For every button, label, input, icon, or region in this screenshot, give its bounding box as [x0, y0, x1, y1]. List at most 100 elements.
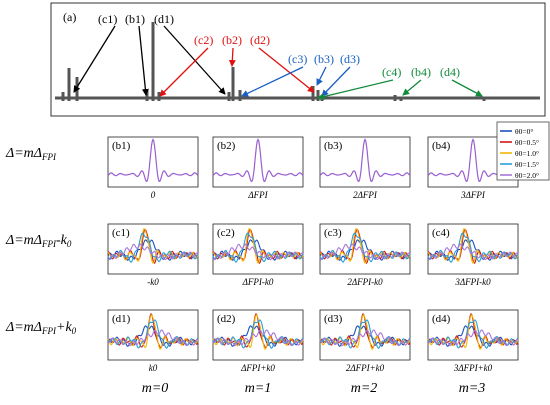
row-label-d-sub: FPI [41, 326, 57, 336]
row-label-c-sub: FPI [41, 239, 57, 249]
subplot-b2: (b2) ΔFPI [212, 136, 304, 200]
subplot-label: (d3) [324, 313, 343, 325]
row-label-d-main: Δ=mΔ [5, 320, 42, 335]
subplot-x-caption: ΔFPI+k0 [240, 363, 275, 373]
annotation-arrow-10 [402, 79, 422, 96]
subplot-x-caption: 3ΔFPI [460, 190, 486, 200]
trace-1 [212, 313, 304, 349]
subplot-d3: (d3) 2ΔFPI+k0 [319, 309, 411, 373]
annotation-c1: (c1) [98, 12, 117, 26]
trace-4 [427, 243, 519, 261]
annotation-arrow-7 [316, 66, 327, 86]
annotation-b4: (b4) [411, 65, 431, 79]
subplot-label: (b3) [324, 140, 343, 152]
trace-1 [427, 313, 519, 349]
m-labels: m=0 m=1 m=2 m=3 [142, 381, 486, 396]
annotation-d3: (d3) [340, 52, 360, 66]
subplot-d1: (d1) k0 [107, 309, 199, 373]
subplot-b3: (b3) 2ΔFPI [319, 136, 411, 200]
row-label-c-main: Δ=mΔ [5, 233, 42, 248]
panel-a-label: (a) [63, 10, 76, 24]
subplot-c3: (c3) 2ΔFPI-k0 [319, 223, 411, 287]
subplot-frame [212, 223, 304, 275]
trace-purple [319, 138, 411, 182]
annotation-b3: (b3) [314, 52, 334, 66]
subplot-x-caption: 2ΔFPI+k0 [346, 363, 385, 373]
annotation-arrow-9 [317, 79, 394, 101]
subplot-x-caption: 2ΔFPI-k0 [347, 277, 383, 287]
annotation-arrow-4 [228, 47, 236, 67]
subplot-label: (d2) [217, 313, 236, 325]
legend-label-1: θ0=0.5° [515, 138, 539, 147]
annotation-arrows [73, 25, 483, 101]
subplot-c1: (c1) -k0 [107, 223, 199, 287]
annotation-d1: (d1) [154, 12, 174, 26]
subplot-label: (c3) [324, 227, 342, 239]
trace-1 [107, 313, 199, 349]
annotation-b2: (b2) [222, 33, 242, 47]
trace-2 [319, 314, 411, 350]
legend-label-4: θ0=2.0° [515, 171, 539, 180]
annotation-labels: (c1) (b1) (d1) (c2) (b2) (d2) (c3) (b3) … [98, 12, 460, 79]
subplot-label: (b1) [112, 140, 131, 152]
annotation-d4: (d4) [440, 65, 460, 79]
trace-4 [212, 243, 304, 261]
m-label-1: m=1 [245, 381, 272, 396]
subplot-x-caption: ΔFPI-k0 [242, 277, 274, 287]
subplot-label: (b2) [217, 140, 236, 152]
trace-4 [212, 329, 304, 347]
subplot-grid: (b1)0(b2)ΔFPI(b3)2ΔFPI(b4)3ΔFPI(c1)-k0(c… [107, 136, 519, 373]
subplot-x-caption: ΔFPI [247, 190, 268, 200]
annotation-d2: (d2) [250, 33, 270, 47]
trace-1 [319, 313, 411, 349]
m-label-2: m=2 [351, 381, 378, 396]
annotation-arrow-5 [258, 47, 315, 93]
trace-2 [212, 314, 304, 350]
subplot-c4: (c4) 3ΔFPI-k0 [427, 223, 519, 287]
subplot-frame [107, 136, 199, 188]
svg-text:Δ=mΔFPI-k0: Δ=mΔFPI-k0 [5, 233, 72, 249]
trace-2 [107, 314, 199, 350]
subplot-label: (b4) [432, 140, 451, 152]
annotation-c4: (c4) [382, 65, 401, 79]
subplot-c2: (c2) ΔFPI-k0 [212, 223, 304, 287]
row-label-c-tail: -k [56, 233, 68, 248]
trace-4 [319, 243, 411, 261]
panel-a-frame [50, 2, 546, 117]
subplot-x-caption: k0 [149, 363, 158, 373]
subplot-label: (c2) [217, 227, 235, 239]
annotation-arrow-2 [163, 25, 226, 95]
annotation-arrow-0 [73, 25, 116, 93]
svg-text:Δ=mΔFPI: Δ=mΔFPI [5, 146, 57, 162]
subplot-x-caption: 3ΔFPI+k0 [453, 363, 493, 373]
annotation-arrow-1 [138, 25, 149, 96]
subplot-frame [107, 223, 199, 275]
legend-label-0: θ0=0° [515, 127, 533, 136]
subplot-frame [319, 136, 411, 188]
m-label-0: m=0 [142, 381, 169, 396]
subplot-b1: (b1) 0 [107, 136, 199, 200]
row-label-b-main: Δ=mΔ [5, 146, 42, 161]
row-label-d-tail-sub: 0 [72, 326, 77, 336]
subplot-label: (d1) [112, 313, 131, 325]
trace-purple [212, 138, 304, 182]
subplot-frame [212, 136, 304, 188]
subplot-x-caption: -k0 [147, 277, 159, 287]
subplot-label: (c1) [112, 227, 130, 239]
subplot-d4: (d4) 3ΔFPI+k0 [427, 309, 519, 373]
subplot-label: (d4) [432, 313, 451, 325]
trace-4 [107, 329, 199, 347]
annotation-b1: (b1) [125, 12, 145, 26]
subplot-frame [427, 223, 519, 275]
svg-text:Δ=mΔFPI+k0: Δ=mΔFPI+k0 [5, 320, 77, 336]
annotation-arrow-3 [159, 47, 209, 97]
legend: θ0=0° θ0=0.5° θ0=1.0° θ0=1.5° θ0=2.0° [496, 121, 550, 181]
row-label-b: Δ=mΔFPI [5, 146, 57, 162]
row-label-d: Δ=mΔFPI+k0 [5, 320, 77, 336]
annotation-c2: (c2) [194, 33, 213, 47]
subplot-x-caption: 0 [151, 190, 156, 200]
legend-label-2: θ0=1.0° [515, 149, 539, 158]
trace-4 [319, 329, 411, 347]
